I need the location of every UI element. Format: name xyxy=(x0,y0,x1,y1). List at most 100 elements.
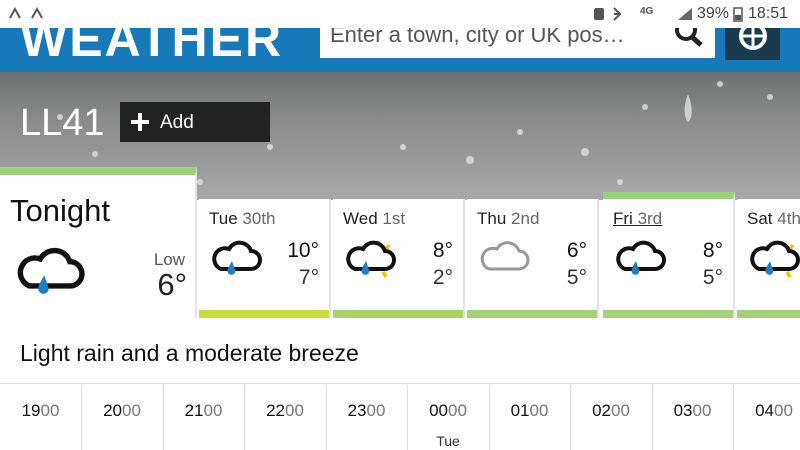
temp-bar xyxy=(467,310,597,318)
hour: 20 xyxy=(103,401,122,420)
day: Thu xyxy=(477,209,507,228)
minutes: 00 xyxy=(774,401,793,420)
temp-bar xyxy=(333,310,463,318)
hour-time: 0000 xyxy=(408,401,489,421)
low-temp: 5° xyxy=(566,266,587,289)
hour: 00 xyxy=(429,401,448,420)
rain-drops xyxy=(57,81,773,185)
date: 1st xyxy=(382,209,406,228)
minutes: 00 xyxy=(285,401,304,420)
hour: 23 xyxy=(347,401,367,420)
hour: 22 xyxy=(266,401,285,420)
day-card[interactable]: Fri 3rd 8° 5° xyxy=(603,192,735,318)
hour-time: 2100 xyxy=(163,401,244,421)
day-label: Sat 4th xyxy=(747,209,800,229)
location-name: LL41 xyxy=(20,102,105,144)
weather-icon xyxy=(212,240,262,275)
hour-time: 0100 xyxy=(489,401,570,421)
hour-cell[interactable]: 0300 xyxy=(652,385,734,450)
minutes: 00 xyxy=(40,401,60,420)
hour-time: 2300 xyxy=(326,401,407,421)
day-label: Thu 2nd xyxy=(477,209,539,229)
search-icon[interactable] xyxy=(672,28,706,50)
date: 2nd xyxy=(511,209,540,228)
hour-cell[interactable]: 1900 xyxy=(0,385,82,450)
low-temp: 6° xyxy=(157,267,187,302)
day-card[interactable]: Wed 1st 8° 2° xyxy=(333,199,465,318)
day-marker: Tue xyxy=(436,433,460,449)
system-icons xyxy=(594,7,622,21)
tonight-label: Tonight xyxy=(10,193,110,228)
location-button[interactable] xyxy=(725,28,780,60)
date: 4th xyxy=(777,209,800,228)
hour-cell[interactable]: 0400 xyxy=(734,385,800,450)
low-temp: 7° xyxy=(298,266,319,289)
search-placeholder: Enter a town, city or UK pos… xyxy=(330,28,625,47)
hour: 03 xyxy=(673,401,693,420)
status-bar: 4G 39% 18:51 xyxy=(0,0,800,28)
minutes: 00 xyxy=(366,401,386,420)
hour-cell[interactable]: 2100 xyxy=(163,385,245,450)
minutes: 00 xyxy=(203,401,223,420)
hour-time: 2000 xyxy=(82,401,163,421)
battery-level: 39% xyxy=(697,5,730,22)
day-card[interactable]: Tue 30th 10° 7° xyxy=(199,199,331,318)
day: Fri xyxy=(613,209,633,228)
day: Sat xyxy=(747,209,773,228)
hour-cell[interactable]: 2300 xyxy=(326,385,408,450)
hour-cell[interactable]: 2000 xyxy=(82,385,164,450)
hour: 01 xyxy=(510,401,530,420)
temp-bar xyxy=(737,310,800,318)
weather-icon xyxy=(346,239,396,279)
search-box[interactable]: Enter a town, city or UK pos… xyxy=(320,28,715,58)
add-button[interactable]: Add xyxy=(120,102,270,142)
temp-bar xyxy=(199,310,329,318)
summary: Light rain and a moderate breeze xyxy=(20,340,359,366)
signal xyxy=(678,8,692,20)
day: Wed xyxy=(343,209,378,228)
tonight-card[interactable]: Tonight Low 6° xyxy=(0,167,197,318)
hour: 04 xyxy=(755,401,774,420)
date: 30th xyxy=(242,209,276,228)
weather-icon xyxy=(16,245,86,294)
weather-icon xyxy=(616,240,666,275)
low-label: Low xyxy=(153,250,185,269)
date: 3rd xyxy=(637,209,663,228)
hour-time: 0400 xyxy=(734,401,800,421)
site-title: WEATHER xyxy=(20,28,284,67)
minutes: 00 xyxy=(529,401,549,420)
high-temp: 8° xyxy=(432,239,453,262)
minutes: 00 xyxy=(692,401,712,420)
clock: 18:51 xyxy=(748,5,789,22)
hour-cell[interactable]: 0000 Tue xyxy=(408,385,490,450)
hour-cell[interactable]: 0100 xyxy=(489,385,571,450)
battery-icon xyxy=(733,7,743,22)
weather-icon xyxy=(480,241,530,271)
hour-time: 2200 xyxy=(245,401,326,421)
low-temp: 5° xyxy=(702,266,723,289)
weather-icon xyxy=(750,239,800,279)
day-card[interactable]: Sat 4th xyxy=(737,199,800,318)
day-label: Fri 3rd xyxy=(613,209,662,229)
temp-bar xyxy=(603,310,733,318)
day-label: Wed 1st xyxy=(343,209,405,229)
low-temp: 2° xyxy=(432,266,453,289)
minutes: 00 xyxy=(611,401,630,420)
minutes: 00 xyxy=(122,401,141,420)
hour-time: 1900 xyxy=(0,401,81,421)
divider xyxy=(0,383,800,384)
hour-cell[interactable]: 0200 xyxy=(571,385,653,450)
high-temp: 6° xyxy=(566,239,587,262)
header: WEATHER Enter a town, city or UK pos… xyxy=(0,28,800,72)
status-icons xyxy=(9,6,43,19)
hour-time: 0300 xyxy=(652,401,733,421)
network-type: 4G xyxy=(640,6,654,17)
hour-cell[interactable]: 2200 xyxy=(245,385,327,450)
hour: 02 xyxy=(592,401,611,420)
add-label: Add xyxy=(160,112,194,133)
day-card[interactable]: Thu 2nd 6° 5° xyxy=(467,199,599,318)
day: Tue xyxy=(209,209,238,228)
minutes: 00 xyxy=(448,401,467,420)
location-icon xyxy=(739,28,767,50)
